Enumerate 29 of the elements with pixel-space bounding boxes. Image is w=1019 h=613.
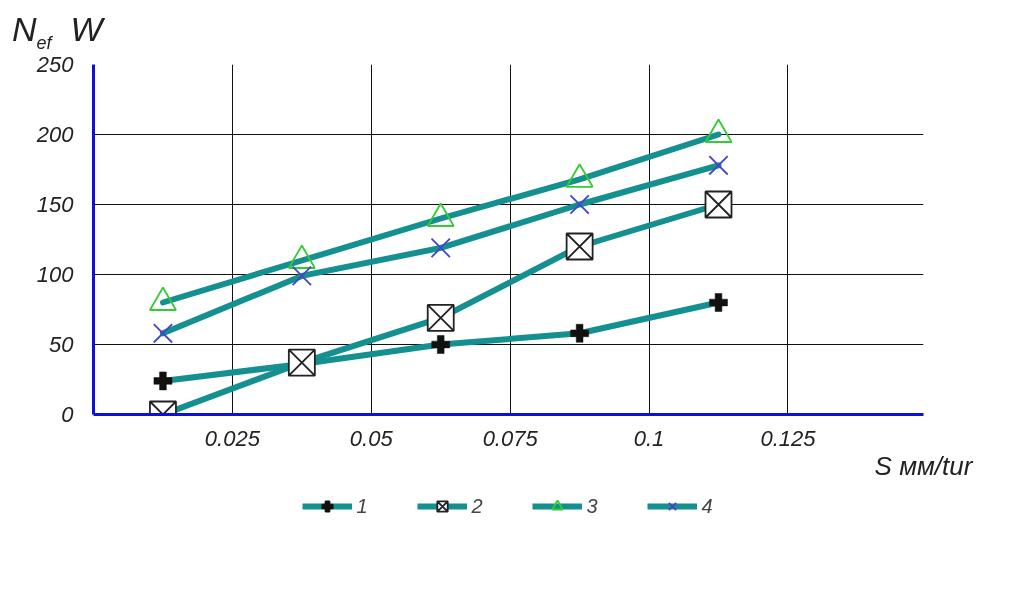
x-tick-label: 0.025 — [204, 425, 261, 451]
point — [426, 304, 455, 332]
point — [431, 335, 450, 354]
point — [565, 232, 594, 261]
y-tick-label: 150 — [36, 192, 75, 217]
point — [570, 324, 589, 343]
point — [291, 265, 312, 286]
y-tick-label: 50 — [49, 332, 75, 357]
point — [153, 371, 173, 391]
y-tick-label: 200 — [35, 122, 75, 147]
point — [708, 155, 729, 176]
y-tick-label: 0 — [61, 402, 75, 427]
legend-label: 2 — [471, 494, 484, 518]
point — [569, 194, 590, 215]
legend-label: 1 — [356, 494, 369, 518]
x-tick-label: 0.075 — [482, 425, 539, 451]
point — [430, 237, 451, 258]
x-tick-label: 0.05 — [349, 425, 394, 451]
legend-label: 4 — [701, 494, 714, 518]
y-tick-label: 100 — [36, 262, 75, 287]
x-tick-label: 0.125 — [760, 425, 817, 451]
point — [709, 293, 728, 312]
y-tick-label: 250 — [35, 52, 75, 77]
x-axis-title: S мм/tur — [874, 450, 974, 481]
point — [152, 323, 174, 344]
x-tick-label: 0.1 — [633, 425, 665, 451]
legend-label: 3 — [586, 494, 599, 518]
point — [287, 348, 316, 377]
y-axis-title: N$_{ef}$ W — [12, 10, 103, 53]
